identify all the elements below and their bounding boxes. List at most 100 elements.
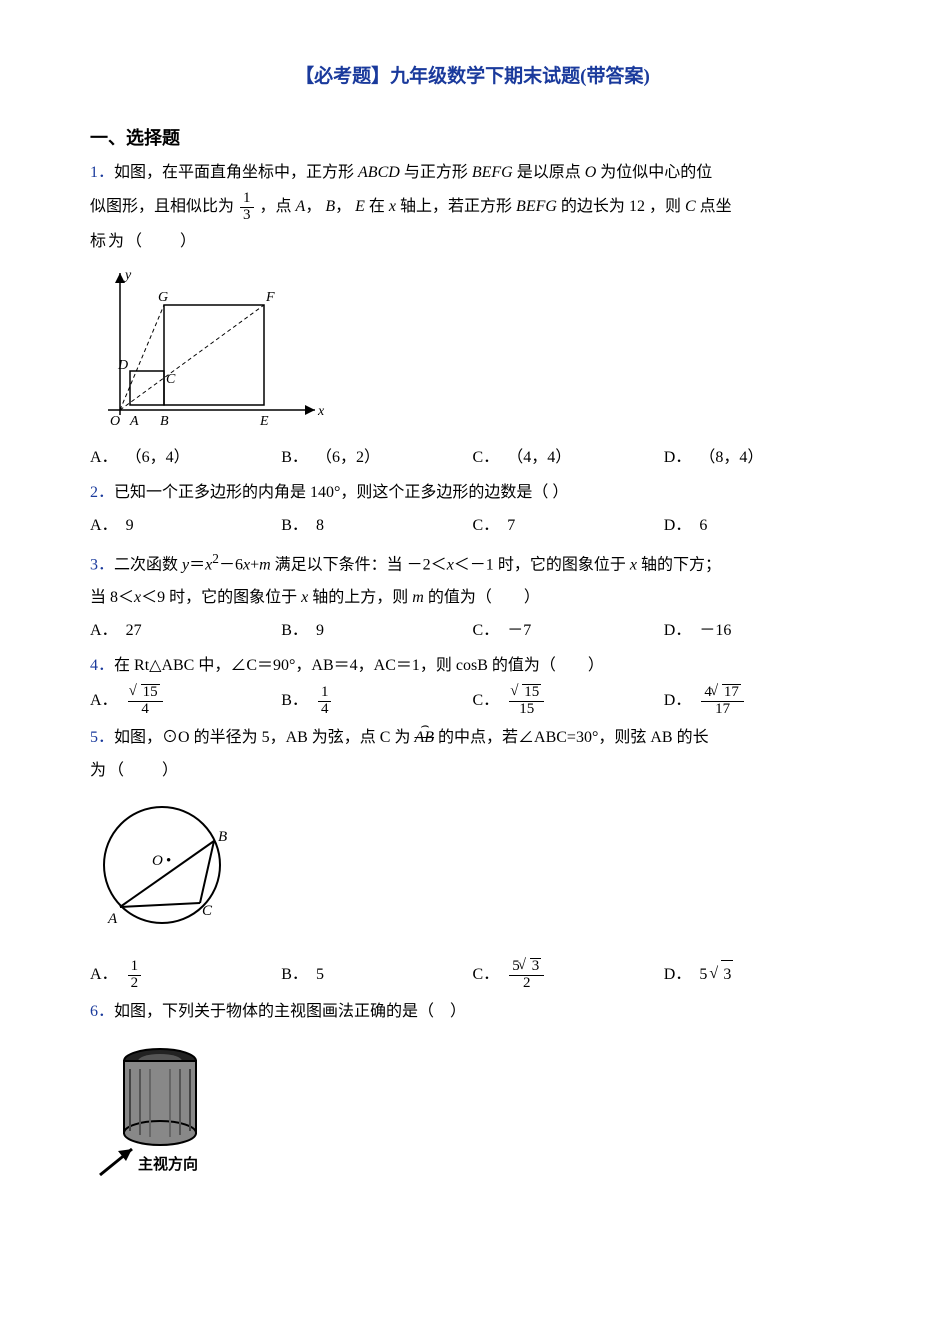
q5-a-den: 2 (128, 976, 142, 992)
q4-options: A． 15 4 B． 1 4 C． 15 15 D． 417 17 (90, 684, 855, 718)
q4-c-frac: 15 15 (509, 684, 544, 718)
q3-t1: 二次函数 (114, 556, 182, 573)
q3-opt-d-val: －16 (699, 617, 731, 646)
q3-t1d: 轴的下方； (637, 556, 721, 573)
q1-fig-A: A (129, 414, 139, 429)
q4-c-num: 15 (509, 684, 544, 702)
q4-a-den: 4 (128, 702, 163, 718)
q4-opt-b-label: B． (281, 687, 308, 716)
q1-frac-den: 3 (240, 208, 254, 224)
q4-opt-d-label: D． (664, 687, 692, 716)
q5-c-rad: 3 (530, 958, 542, 975)
q1-text-1b: 与正方形 (404, 164, 468, 181)
q3-opt-c: C．－7 (473, 617, 664, 646)
q1-line2: 似图形，且相似比为 1 3 ，点 A， B， E 在 x 轴上，若正方形 BEF… (90, 191, 855, 224)
q1-text-2f: ，则 (649, 198, 681, 215)
q5-opt-b: B． 5 (281, 958, 472, 992)
q4-number: 4． (90, 657, 114, 674)
q1-text-2g: 点坐 (700, 198, 732, 215)
q5-opt-c: C． 53 2 (473, 958, 664, 992)
q1-frac-num: 1 (240, 191, 254, 208)
q4-d-num: 417 (701, 684, 744, 702)
q3-m2: m (412, 589, 424, 606)
q5-opt-b-label: B． (281, 961, 308, 990)
q5-d-sqrt: 3 (711, 960, 733, 990)
q3-opt-b-val: 9 (316, 617, 324, 646)
q1-text-2e: 的边长为 (561, 198, 625, 215)
q3-r2b: ＜9 (141, 589, 165, 606)
q4-opt-c: C． 15 15 (473, 684, 664, 718)
q2-options: A．9 B． 8 C．7 D．6 (90, 512, 855, 541)
q3-options: A．27 B．9 C．－7 D．－16 (90, 617, 855, 646)
q1-fig-y: y (123, 268, 132, 283)
q2-opt-c-label: C． (473, 512, 500, 541)
q5-line1: 5．如图，⊙O 的半径为 5，AB 为弦，点 C 为 AB 的中点，若∠ABC=… (90, 724, 855, 753)
q1-opt-d-label: D． (664, 444, 692, 473)
q3-t2c: 轴的上方，则 (308, 589, 412, 606)
q2-opt-a: A．9 (90, 512, 281, 541)
q5-fig-B: B (218, 829, 227, 845)
q5-svg: O • A B C (90, 793, 245, 943)
q1-fig-G: G (158, 290, 168, 305)
q1-fig-D: D (117, 358, 128, 373)
q3-t2b: 时，它的图象位于 (165, 589, 301, 606)
q3-r1b: ＜－1 (454, 556, 494, 573)
q1-befg2: BEFG (516, 198, 557, 215)
q5-a-num: 1 (128, 959, 142, 976)
q3-t1b: 满足以下条件：当 (271, 556, 407, 573)
q1-opt-b-val: （6，2） (316, 444, 380, 473)
q4-a-frac: 15 4 (128, 684, 163, 718)
q5-d-rad: 3 (721, 960, 733, 990)
q4-text: 在 Rt△ABC 中，∠C＝90°，AB＝4，AC＝1，则 cosB 的值为（ … (114, 657, 604, 674)
q5-opt-d-label: D． (664, 961, 692, 990)
q1-O: O (585, 164, 597, 181)
q1-fig-C: C (166, 372, 176, 387)
q6-number: 6． (90, 1003, 114, 1020)
q1-opt-c: C．（4，4） (473, 444, 664, 473)
q6-svg: 主视方向 (90, 1035, 260, 1185)
q5-number: 5． (90, 729, 114, 746)
page-title: 【必考题】九年级数学下期末试题(带答案) (90, 60, 855, 94)
q6-fig-label: 主视方向 (138, 1155, 198, 1173)
q2-opt-c-val: 7 (507, 512, 515, 541)
q5-fig-dot: • (166, 853, 171, 869)
q3-sq: 2 (212, 551, 219, 566)
q3-m: m (259, 556, 271, 573)
q1-text-2d: 轴上，若正方形 (400, 198, 512, 215)
q5-d-coef: 5 (699, 961, 707, 990)
q5-fig-C: C (202, 903, 213, 919)
q1-number: 1． (90, 164, 114, 181)
q1-text-1c: 是以原点 (517, 164, 581, 181)
q1-C: C (685, 198, 696, 215)
q3-opt-a-label: A． (90, 617, 118, 646)
q1-ratio-frac: 1 3 (240, 191, 254, 224)
q2-opt-b-val: 8 (316, 512, 324, 541)
q2-number: 2． (90, 484, 114, 501)
q1-fig-O: O (110, 414, 120, 429)
q1-opt-b-label: B． (281, 444, 308, 473)
q4-a-rad: 15 (141, 684, 160, 701)
q1-c2: ， (335, 198, 351, 215)
q1-opt-d: D．（8，4） (664, 444, 855, 473)
q3-r1x: x (447, 556, 454, 573)
q4-d-frac: 417 17 (701, 684, 744, 718)
q1-fig-E: E (259, 414, 269, 429)
q1-twelve: 12 (629, 198, 645, 215)
q3-ax: x (630, 556, 637, 573)
q5-opt-d: D． 53 (664, 958, 855, 992)
q5-c-sqrt: 3 (520, 958, 542, 975)
q1-x: x (389, 198, 396, 215)
q1-befg: BEFG (472, 164, 513, 181)
q2-opt-d: D．6 (664, 512, 855, 541)
q1-opt-d-val: （8，4） (699, 444, 763, 473)
q4-opt-a-label: A． (90, 687, 118, 716)
q2-opt-b-label: B． (281, 512, 308, 541)
q3-opt-a-val: 27 (126, 617, 142, 646)
q5-paren: 为（ ） (90, 762, 180, 779)
q4-b-num: 1 (318, 685, 332, 702)
q4-d-den: 17 (701, 702, 744, 718)
q4-d-rad: 17 (722, 684, 741, 701)
q2: 2．已知一个正多边形的内角是 140°，则这个正多边形的边数是（ ） (90, 479, 855, 508)
q1-fig-F: F (265, 290, 275, 305)
q4-opt-a: A． 15 4 (90, 684, 281, 718)
